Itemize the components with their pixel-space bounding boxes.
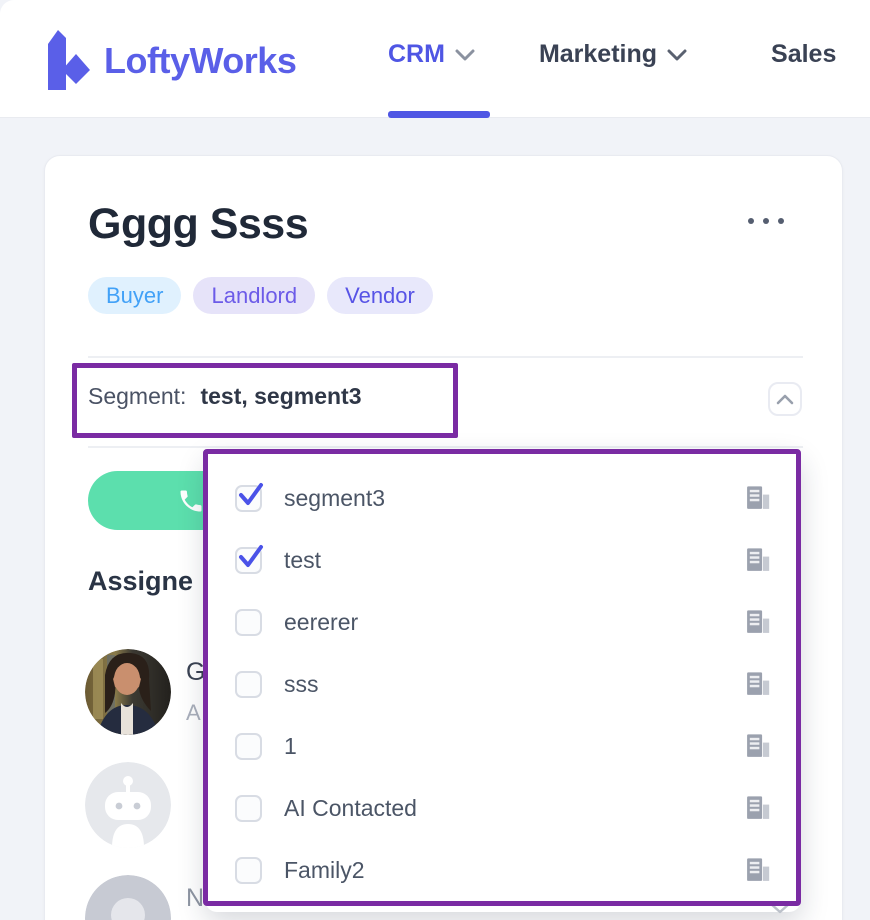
building-icon bbox=[747, 672, 770, 695]
segment-option-row[interactable]: segment3 bbox=[205, 467, 801, 529]
segment-option-row[interactable]: Family2 bbox=[205, 839, 801, 901]
segment-value: test, segment3 bbox=[200, 383, 362, 409]
segment-option-row[interactable]: AI Contacted bbox=[205, 777, 801, 839]
building-icon bbox=[747, 858, 770, 881]
assignee-subtitle: A bbox=[186, 700, 201, 725]
checkbox[interactable] bbox=[235, 732, 262, 760]
main-nav: CRM Marketing Sales bbox=[388, 40, 836, 69]
segment-option-label: eererer bbox=[284, 608, 359, 635]
divider bbox=[88, 446, 803, 448]
avatar-person[interactable] bbox=[85, 875, 171, 920]
segment-option-label: test bbox=[284, 546, 322, 573]
checkmark-icon bbox=[239, 544, 263, 567]
nav-item-crm[interactable]: CRM bbox=[388, 40, 475, 69]
building-icon bbox=[747, 734, 770, 757]
segment-option-row[interactable]: test bbox=[205, 529, 801, 591]
nav-label: CRM bbox=[388, 40, 445, 68]
checkbox[interactable] bbox=[235, 608, 262, 636]
segment-option-row[interactable]: 1 bbox=[205, 715, 801, 777]
avatar-robot[interactable] bbox=[85, 762, 171, 848]
contact-tag[interactable]: Landlord bbox=[193, 277, 316, 314]
lofty-logo-icon bbox=[48, 30, 90, 90]
nav-item-marketing[interactable]: Marketing bbox=[539, 40, 687, 69]
segment-option-row[interactable]: sss bbox=[205, 653, 801, 715]
segment-row: Segment: test, segment3 bbox=[88, 383, 362, 410]
building-icon bbox=[747, 486, 770, 509]
segment-label: Segment: bbox=[88, 383, 187, 409]
checkbox[interactable] bbox=[235, 544, 263, 574]
brand-name: LoftyWorks bbox=[104, 40, 297, 81]
segment-option-label: segment3 bbox=[284, 484, 386, 511]
chevron-down-icon bbox=[455, 49, 475, 60]
top-nav-bar: LoftyWorks CRM Marketing Sales bbox=[0, 0, 870, 118]
checkmark-icon bbox=[239, 482, 263, 505]
contact-tag[interactable]: Buyer bbox=[88, 277, 182, 314]
brand-logo[interactable]: LoftyWorks bbox=[48, 30, 297, 92]
assigned-section-heading: Assigne bbox=[88, 566, 194, 596]
active-tab-underline bbox=[388, 111, 490, 118]
assignee-name: G bbox=[186, 658, 206, 686]
avatar-photo[interactable] bbox=[85, 649, 171, 735]
divider bbox=[88, 356, 803, 358]
nav-label: Marketing bbox=[538, 40, 658, 68]
segment-option-label: AI Contacted bbox=[284, 794, 417, 821]
segment-option-label: sss bbox=[284, 670, 319, 697]
segment-option-label: Family2 bbox=[284, 856, 365, 883]
segment-collapse-button[interactable] bbox=[768, 382, 802, 416]
building-icon bbox=[747, 610, 770, 633]
assignee-name: N bbox=[186, 884, 205, 912]
checkbox[interactable] bbox=[235, 482, 263, 512]
segment-option-label: 1 bbox=[284, 732, 297, 759]
ellipsis-icon[interactable] bbox=[748, 218, 784, 224]
contact-tag[interactable]: Vendor bbox=[327, 277, 433, 314]
phone-icon bbox=[180, 490, 201, 511]
contact-name: Gggg Ssss bbox=[88, 200, 309, 248]
contact-tags: Buyer Landlord Vendor bbox=[88, 277, 433, 314]
nav-item-sales[interactable]: Sales bbox=[771, 40, 836, 69]
segment-dropdown: segment3 test bbox=[205, 450, 801, 914]
nav-label: Sales bbox=[771, 40, 837, 68]
chevron-up-icon bbox=[776, 394, 794, 404]
checkbox[interactable] bbox=[235, 794, 262, 822]
chevron-down-icon[interactable] bbox=[765, 900, 795, 916]
chevron-down-icon bbox=[667, 49, 687, 60]
checkbox[interactable] bbox=[235, 856, 262, 884]
checkbox[interactable] bbox=[235, 670, 262, 698]
building-icon bbox=[747, 548, 770, 571]
building-icon bbox=[747, 796, 770, 819]
segment-option-row[interactable]: eererer bbox=[205, 591, 801, 653]
